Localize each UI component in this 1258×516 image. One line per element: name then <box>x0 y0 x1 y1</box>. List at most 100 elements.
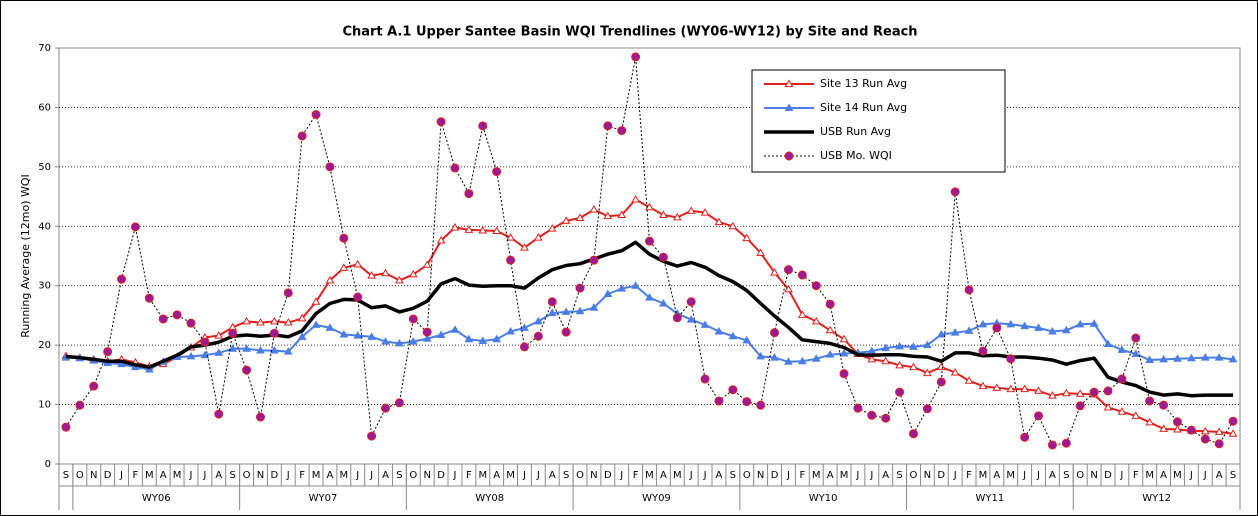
group-label: WY07 <box>309 493 338 504</box>
data-point <box>311 297 321 305</box>
data-point <box>617 210 627 218</box>
x-tick-label: F <box>966 470 972 481</box>
data-point <box>978 319 988 328</box>
data-point <box>1020 432 1030 442</box>
data-point <box>478 336 488 344</box>
x-tick-label: F <box>633 470 639 481</box>
data-point <box>228 328 238 338</box>
x-tick-label: S <box>396 470 402 481</box>
data-point <box>1048 326 1057 335</box>
data-point <box>242 344 251 352</box>
data-point <box>797 310 807 318</box>
y-tick-label: 0 <box>45 459 51 470</box>
data-point <box>1006 354 1016 364</box>
legend-marker <box>784 151 794 161</box>
x-tick-label: O <box>76 470 84 481</box>
data-point <box>728 385 738 395</box>
data-point <box>1075 389 1085 397</box>
data-point <box>561 307 571 315</box>
x-tick-label: A <box>1049 470 1056 481</box>
x-tick-label: D <box>271 470 279 481</box>
x-tick-label: N <box>757 470 764 481</box>
data-point <box>784 357 793 365</box>
data-point <box>478 225 488 234</box>
y-axis-label: Running Average (12mo) WQI <box>19 174 32 338</box>
data-point <box>172 310 182 320</box>
data-point <box>339 263 349 271</box>
data-point <box>1159 354 1168 363</box>
x-tick-label: M <box>1006 470 1015 481</box>
data-point <box>672 313 682 323</box>
data-point <box>450 325 460 333</box>
data-point <box>89 381 99 391</box>
data-point <box>1048 391 1057 399</box>
data-point <box>797 356 807 365</box>
x-tick-label: S <box>1230 470 1236 481</box>
data-point <box>686 297 696 307</box>
data-point <box>353 259 363 268</box>
x-tick-label: N <box>90 470 97 481</box>
x-tick-label: N <box>924 470 931 481</box>
data-point <box>589 205 599 213</box>
data-point <box>1020 384 1030 393</box>
data-point <box>214 348 224 356</box>
data-point <box>1103 386 1113 396</box>
data-point <box>1006 319 1016 328</box>
x-tick-label: M <box>979 470 988 481</box>
data-point <box>728 221 738 230</box>
data-point <box>950 367 960 376</box>
data-point <box>770 328 780 338</box>
data-point <box>950 328 960 336</box>
data-point <box>964 285 974 295</box>
data-point <box>978 346 988 356</box>
x-tick-label: D <box>771 470 779 481</box>
data-point <box>603 211 613 220</box>
data-point <box>1145 355 1155 363</box>
data-point <box>950 187 960 197</box>
x-tick-label: M <box>340 470 349 481</box>
data-point <box>214 409 224 419</box>
data-point <box>144 293 154 303</box>
data-point <box>533 233 543 241</box>
data-point <box>783 265 793 275</box>
legend-label: USB Run Avg <box>820 125 891 138</box>
x-tick-label: A <box>327 470 334 481</box>
x-tick-label: J <box>703 470 707 481</box>
data-point <box>506 233 515 241</box>
data-point <box>450 222 460 231</box>
data-point <box>909 342 918 350</box>
x-tick-label: J <box>689 470 693 481</box>
data-point <box>422 334 432 342</box>
x-tick-label: O <box>576 470 584 481</box>
x-tick-label: A <box>1160 470 1167 481</box>
data-point <box>575 283 585 293</box>
data-point <box>978 381 988 390</box>
data-point <box>686 315 696 323</box>
data-point <box>367 431 377 441</box>
data-point <box>547 308 557 317</box>
x-tick-label: J <box>855 470 859 481</box>
data-point <box>228 344 238 352</box>
legend-marker <box>784 79 794 87</box>
x-tick-label: D <box>937 470 945 481</box>
x-tick-label: F <box>466 470 472 481</box>
x-tick-label: A <box>382 470 389 481</box>
y-tick-label: 50 <box>38 162 51 173</box>
y-tick-label: 30 <box>38 281 51 292</box>
data-point <box>381 403 391 413</box>
data-point <box>1186 425 1196 435</box>
data-point <box>631 195 640 203</box>
data-point <box>1075 401 1085 411</box>
data-point <box>1131 333 1141 343</box>
data-point <box>895 360 904 369</box>
x-tick-label: J <box>1022 470 1026 481</box>
y-tick-label: 10 <box>38 400 51 411</box>
x-tick-label: A <box>549 470 556 481</box>
data-point <box>603 121 613 131</box>
data-point <box>1200 426 1210 435</box>
data-point <box>325 323 335 331</box>
y-tick-label: 20 <box>38 340 51 351</box>
data-point <box>714 217 724 226</box>
data-point <box>658 252 668 262</box>
